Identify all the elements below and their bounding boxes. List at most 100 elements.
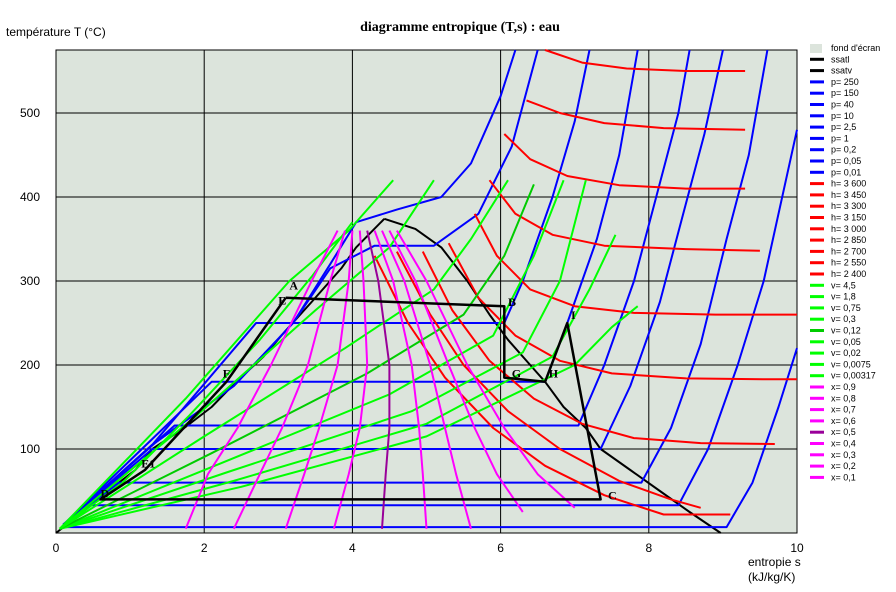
legend-label-13: h= 3 450 (831, 190, 866, 200)
x-tick-label-5: 10 (790, 541, 804, 555)
point-label-1: B (508, 295, 516, 309)
legend-label-33: x= 0,6 (831, 416, 856, 426)
isochore-curve-20 (59, 305, 639, 530)
legend-label-18: h= 2 700 (831, 246, 866, 256)
isochore-curve-27 (58, 179, 394, 530)
grid (55, 49, 798, 534)
legend-label-34: x= 0,5 (831, 427, 856, 437)
legend-label-10: p= 0,05 (831, 156, 861, 166)
legend-label-0: fond d'écran (831, 43, 880, 53)
legend-label-24: v= 0,3 (831, 314, 856, 324)
legend-label-15: h= 3 150 (831, 213, 866, 223)
isenthalp-curve-18 (396, 251, 701, 509)
legend-label-38: x= 0,1 (831, 472, 856, 482)
chart-title: diagramme entropique (T,s) : eau (360, 20, 560, 35)
legend-label-23: v= 0,75 (831, 303, 861, 313)
legend-label-5: p= 40 (831, 100, 854, 110)
legend-label-16: h= 3 000 (831, 224, 866, 234)
point-label-5: H (549, 367, 559, 381)
isochore-curve-24 (59, 184, 535, 530)
quality-curve-33 (366, 230, 391, 529)
x-tick-label-1: 2 (201, 541, 208, 555)
point-label-8: D (100, 487, 109, 501)
isochore-curve-23 (59, 179, 565, 530)
legend-label-6: p= 10 (831, 111, 854, 121)
y-tick-label-1: 200 (20, 358, 40, 372)
isobar-curve-9 (62, 129, 798, 526)
x-tick-label-0: 0 (53, 541, 60, 555)
legend-label-31: x= 0,8 (831, 393, 856, 403)
isochore-curve-21 (59, 234, 617, 530)
quality-curve-36 (232, 230, 346, 530)
legend-label-20: h= 2 400 (831, 269, 866, 279)
point-label-7: C (608, 488, 617, 502)
quality-curve-34 (332, 230, 369, 530)
quality-curve-35 (284, 230, 354, 530)
y-tick-label-4: 500 (20, 106, 40, 120)
x-axis-label-line1: entropie s (748, 555, 801, 569)
legend-label-7: p= 2,5 (831, 122, 856, 132)
y-axis-label: température T (°C) (6, 25, 106, 39)
legend-label-30: x= 0,9 (831, 382, 856, 392)
isenthalp-curve-16 (447, 242, 797, 381)
isobar-curve-7 (62, 49, 724, 526)
point-label-3: F (223, 367, 230, 381)
isenthalp-curve-13 (503, 133, 746, 190)
point-label-9: E1 (141, 456, 155, 470)
x-axis-label-line2: (kJ/kg/K) (748, 570, 795, 584)
legend-label-28: v= 0,0075 (831, 359, 871, 369)
isenthalp-curve-11 (544, 49, 746, 72)
quality-curve-29 (396, 230, 576, 509)
x-tick-label-4: 8 (645, 541, 652, 555)
point-label-4: G (512, 367, 521, 381)
quality-curve-30 (388, 230, 524, 513)
axis-ticks: 0 2 4 6 8 10 100 200 300 400 500 (20, 106, 804, 555)
legend-swatch-0 (810, 44, 822, 53)
isochore-curve-25 (59, 179, 509, 530)
y-tick-label-2: 300 (20, 274, 40, 288)
isochore-curve-22 (59, 179, 587, 530)
legend-label-19: h= 2 550 (831, 258, 866, 268)
point-label-2: E (278, 294, 286, 308)
legend-label-37: x= 0,2 (831, 461, 856, 471)
quality-curve-32 (373, 230, 428, 529)
x-tick-label-3: 6 (497, 541, 504, 555)
x-tick-label-2: 4 (349, 541, 356, 555)
legend-label-25: v= 0,12 (831, 326, 861, 336)
legend-label-22: v= 1,8 (831, 292, 856, 302)
legend-label-29: v= 0,00317 (831, 371, 876, 381)
cycle-curve-38 (99, 296, 602, 501)
legend-label-27: v= 0,02 (831, 348, 861, 358)
legend-label-35: x= 0,4 (831, 439, 856, 449)
isobar-curve-10 (63, 347, 798, 529)
isobar-curve-6 (62, 49, 691, 526)
legend-label-11: p= 0,01 (831, 167, 861, 177)
y-tick-label-0: 100 (20, 442, 40, 456)
legend-label-8: p= 1 (831, 133, 849, 143)
point-labels: A B E F G H I C D E1 (100, 278, 616, 502)
isenthalp-curve-14 (488, 179, 760, 252)
curves (55, 49, 798, 534)
isenthalp-curve-12 (526, 99, 746, 131)
legend-label-2: ssatv (831, 66, 853, 76)
legend-label-4: p= 150 (831, 88, 859, 98)
legend-label-12: h= 3 600 (831, 179, 866, 189)
legend-label-1: ssatl (831, 54, 850, 64)
isenthalp-curve-15 (473, 213, 797, 316)
legend-label-26: v= 0,05 (831, 337, 861, 347)
isobar-curve-3 (62, 49, 539, 526)
legend-label-32: x= 0,7 (831, 405, 856, 415)
legend-label-36: x= 0,3 (831, 450, 856, 460)
legend-label-21: v= 4,5 (831, 280, 856, 290)
legend-label-17: h= 2 850 (831, 235, 866, 245)
legend-label-14: h= 3 300 (831, 201, 866, 211)
legend-label-3: p= 250 (831, 77, 859, 87)
legend-label-9: p= 0,2 (831, 145, 856, 155)
isobar-curve-8 (62, 49, 769, 526)
plot-frame (55, 49, 798, 534)
isobar-curve-4 (62, 49, 591, 526)
quality-curve-37 (184, 230, 339, 530)
y-tick-label-3: 400 (20, 190, 40, 204)
